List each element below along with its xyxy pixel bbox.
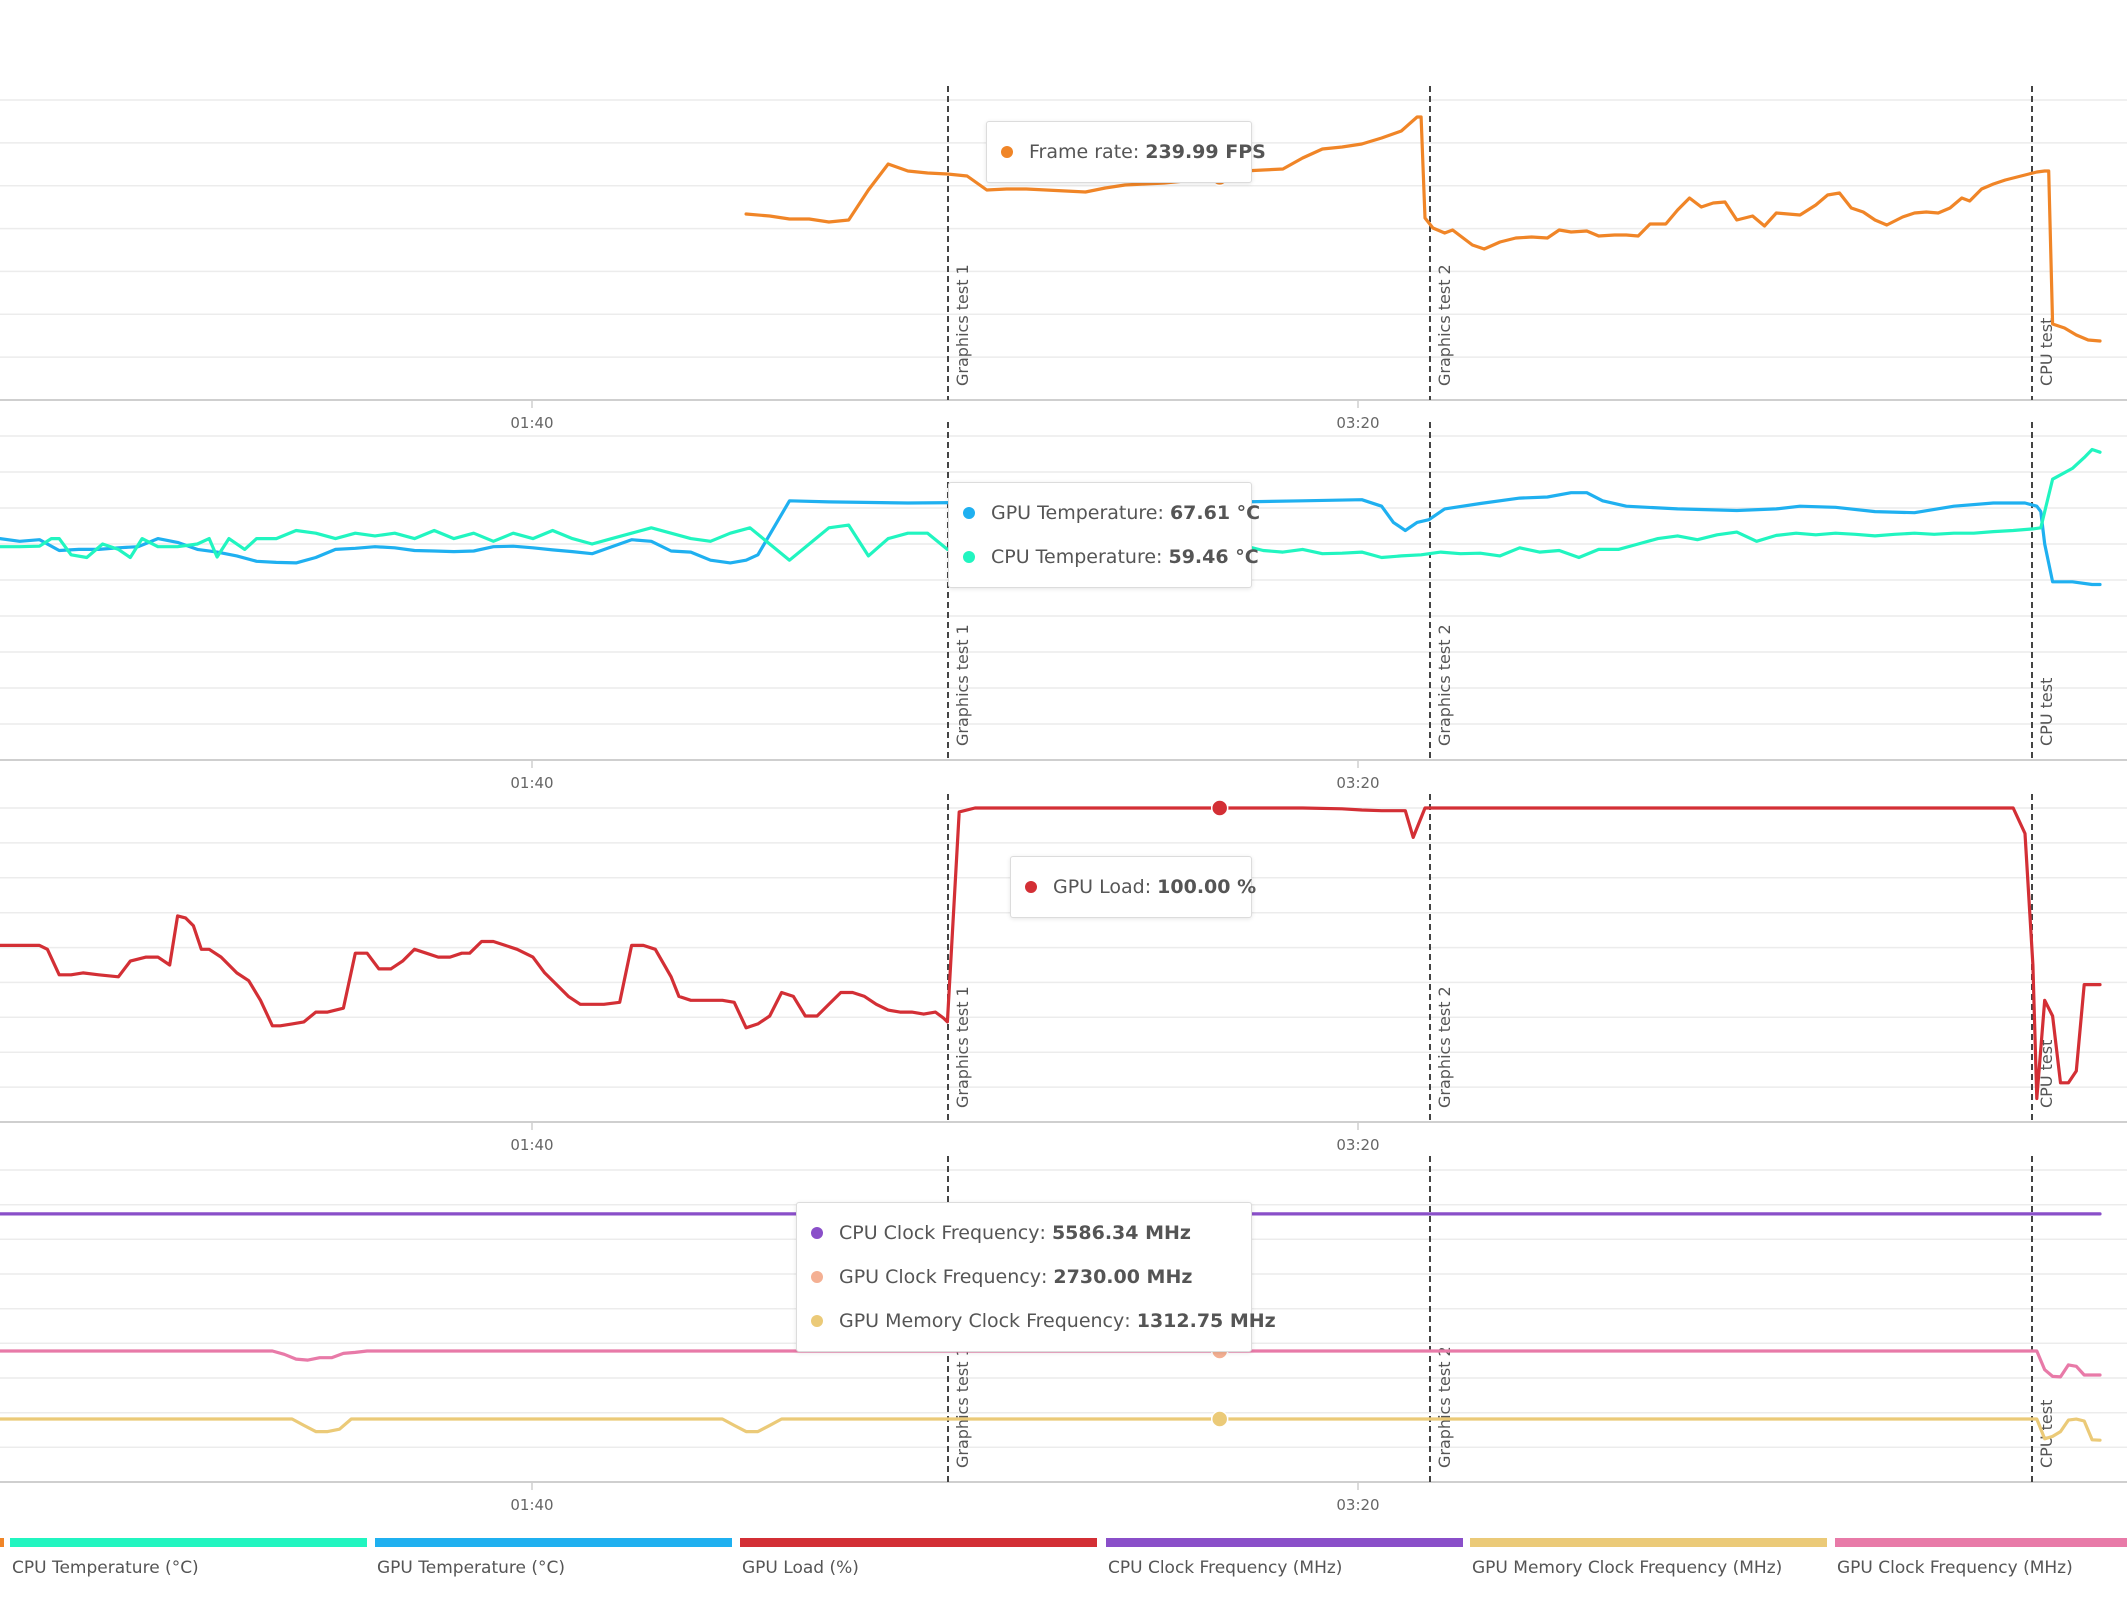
legend-label: GPU Memory Clock Frequency (MHz) [1472, 1558, 1783, 1578]
test-marker-label: Graphics test 1 [953, 264, 972, 386]
series-dot-icon [811, 1271, 823, 1283]
tooltip-1: Frame rate: 239.99 FPS [986, 121, 1266, 183]
legend-item[interactable]: GPU Load (%) [740, 1538, 1097, 1598]
legend-label: CPU Temperature (°C) [12, 1558, 199, 1578]
test-marker-label: Graphics test 1 [953, 986, 972, 1108]
legend-item[interactable]: CPU Clock Frequency (MHz) [1106, 1538, 1463, 1598]
test-marker-label: Graphics test 2 [1435, 1346, 1454, 1468]
test-marker-label: CPU test [2037, 1400, 2056, 1468]
hover-point [1210, 1410, 1229, 1428]
legend-item-partial[interactable] [0, 1538, 4, 1598]
test-marker-label: CPU test [2037, 318, 2056, 386]
x-tick-label: 01:40 [510, 1136, 553, 1154]
test-marker-label: Graphics test 2 [1435, 624, 1454, 746]
test-marker-label: Graphics test 1 [953, 1346, 972, 1468]
tooltip-series-name: CPU Temperature [991, 546, 1157, 568]
tooltip-row: Frame rate: 239.99 FPS [1001, 130, 1266, 174]
tooltip-row: GPU Temperature: 67.61 °C [963, 491, 1260, 535]
x-tick-label: 03:20 [1336, 1496, 1379, 1514]
tooltip-series-value: 239.99 FPS [1145, 141, 1266, 163]
tooltip-separator: : [1156, 546, 1169, 568]
x-tick-label: 01:40 [510, 774, 553, 792]
test-marker-label: Graphics test 2 [1435, 986, 1454, 1108]
legend-swatch [740, 1538, 1097, 1547]
tooltip-series-name: Frame rate [1029, 141, 1133, 163]
series-line-gpu-temperature [0, 491, 2102, 587]
tooltip-series-name: GPU Memory Clock Frequency [839, 1310, 1125, 1332]
tooltip-row: GPU Memory Clock Frequency: 1312.75 MHz [811, 1299, 1276, 1343]
tooltip-series-value: 67.61 °C [1169, 502, 1261, 524]
legend-swatch [375, 1538, 732, 1547]
series-dot-icon [811, 1227, 823, 1239]
x-tick-label: 03:20 [1336, 1136, 1379, 1154]
series-dot-icon [1025, 881, 1037, 893]
series-line-gpu-clock-frequency [0, 1349, 2102, 1379]
tooltip-separator: : [1040, 1266, 1054, 1288]
tooltip-3: GPU Load: 100.00 % [1010, 856, 1256, 918]
legend-item[interactable]: GPU Clock Frequency (MHz) [1835, 1538, 2127, 1598]
tooltip-row: GPU Clock Frequency: 2730.00 MHz [811, 1255, 1237, 1299]
tooltip-separator: : [1144, 876, 1158, 898]
tooltip-row: GPU Load: 100.00 % [1025, 865, 1256, 909]
tooltip-series-name: CPU Clock Frequency [839, 1222, 1040, 1244]
tooltip-separator: : [1124, 1310, 1137, 1332]
legend-swatch [1106, 1538, 1463, 1547]
tooltip-separator: : [1157, 502, 1170, 524]
legend-swatch [1835, 1538, 2127, 1547]
x-tick-label: 03:20 [1336, 414, 1379, 432]
tooltip-2: GPU Temperature: 67.61 °C CPU Temperature… [948, 482, 1260, 588]
tooltip-series-value: 1312.75 MHz [1136, 1310, 1276, 1332]
tooltip-series-value: 100.00 % [1157, 876, 1257, 898]
tooltip-series-value: 59.46 °C [1168, 546, 1259, 568]
x-tick-label: 03:20 [1336, 774, 1379, 792]
chart-panel-4: 01:40 03:20 Graphics test 1 Graphics test 2… [0, 1156, 2127, 1514]
series-line-gpu-load [0, 806, 2102, 1101]
tooltip-4: CPU Clock Frequency: 5586.34 MHz GPU Cloc… [796, 1202, 1276, 1352]
legend-item[interactable]: CPU Temperature (°C) [10, 1538, 367, 1598]
series-dot-icon [811, 1315, 823, 1327]
series-line-gpu-memory-clock-frequency [0, 1417, 2102, 1442]
x-tick-label: 01:40 [510, 1496, 553, 1514]
series-dot-icon [963, 551, 975, 563]
legend-item[interactable]: GPU Temperature (°C) [375, 1538, 732, 1598]
legend-label: GPU Load (%) [742, 1558, 859, 1578]
chart-legend: CPU Temperature (°C) GPU Temperature (°C)… [0, 1538, 2127, 1598]
hover-point [1210, 799, 1229, 817]
tooltip-series-name: GPU Clock Frequency [839, 1266, 1041, 1288]
legend-swatch [1470, 1538, 1827, 1547]
test-marker-label: Graphics test 2 [1435, 264, 1454, 386]
series-dot-icon [1001, 146, 1013, 158]
tooltip-series-value: 5586.34 MHz [1051, 1222, 1191, 1244]
tooltip-series-name: GPU Load [1053, 876, 1145, 898]
chart-panel-2: 01:40 03:20 Graphics test 1 Graphics test 2… [0, 422, 2127, 792]
legend-swatch [10, 1538, 367, 1547]
series-dot-icon [963, 507, 975, 519]
tooltip-series-name: GPU Temperature [991, 502, 1158, 524]
tooltip-separator: : [1132, 141, 1146, 163]
tooltip-row: CPU Temperature: 59.46 °C [963, 535, 1259, 579]
tooltip-separator: : [1039, 1222, 1052, 1244]
chart-panel-3: 01:40 03:20 Graphics test 1 Graphics test 2… [0, 794, 2127, 1154]
tooltip-series-value: 2730.00 MHz [1053, 1266, 1193, 1288]
legend-swatch [0, 1538, 4, 1547]
legend-label: CPU Clock Frequency (MHz) [1108, 1558, 1343, 1578]
x-tick-label: 01:40 [510, 414, 553, 432]
test-marker-label: CPU test [2037, 678, 2056, 746]
series-line-frame-rate [744, 115, 2102, 343]
tooltip-row: CPU Clock Frequency: 5586.34 MHz [811, 1211, 1237, 1255]
legend-label: GPU Temperature (°C) [377, 1558, 565, 1578]
legend-label: GPU Clock Frequency (MHz) [1837, 1558, 2073, 1578]
test-marker-label: Graphics test 1 [953, 624, 972, 746]
legend-item[interactable]: GPU Memory Clock Frequency (MHz) [1470, 1538, 1827, 1598]
